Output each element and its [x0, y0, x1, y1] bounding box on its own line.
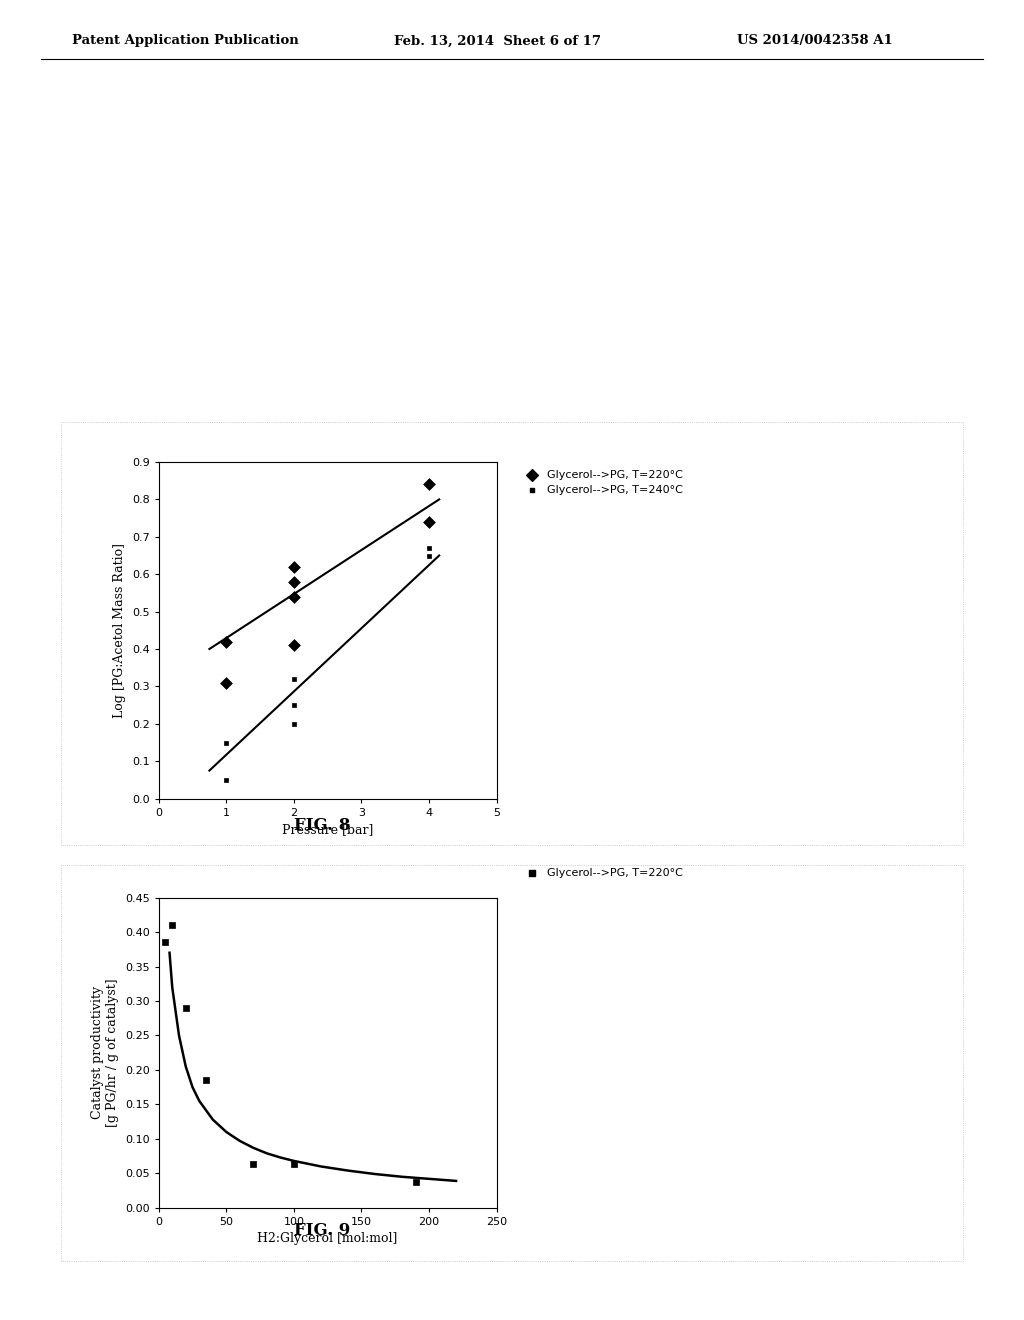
Point	[177, 998, 194, 1019]
Text: US 2014/0042358 A1: US 2014/0042358 A1	[737, 34, 893, 48]
Point	[286, 713, 302, 734]
Point	[286, 572, 302, 593]
Legend: Glycerol-->PG, T=220°C, Glycerol-->PG, T=240°C: Glycerol-->PG, T=220°C, Glycerol-->PG, T…	[519, 467, 685, 498]
Point	[158, 932, 174, 953]
Point	[286, 1154, 302, 1175]
Point	[286, 556, 302, 577]
Point	[198, 1069, 214, 1090]
Point	[245, 1154, 261, 1175]
Point	[286, 694, 302, 715]
Point	[421, 545, 437, 566]
Text: Patent Application Publication: Patent Application Publication	[72, 34, 298, 48]
X-axis label: H2:Glycerol [mol:mol]: H2:Glycerol [mol:mol]	[257, 1233, 398, 1245]
Text: FIG. 8: FIG. 8	[294, 817, 351, 833]
Point	[286, 635, 302, 656]
X-axis label: Pressure [bar]: Pressure [bar]	[282, 824, 374, 836]
Point	[421, 537, 437, 558]
Text: FIG. 9: FIG. 9	[295, 1222, 350, 1238]
Point	[408, 1171, 424, 1192]
Point	[421, 511, 437, 532]
Y-axis label: Catalyst productivity
[g PG/hr / g of catalyst]: Catalyst productivity [g PG/hr / g of ca…	[91, 978, 120, 1127]
Point	[218, 631, 234, 652]
Point	[286, 586, 302, 607]
Y-axis label: Log [PG:Acetol Mass Ratio]: Log [PG:Acetol Mass Ratio]	[114, 543, 126, 718]
Text: Feb. 13, 2014  Sheet 6 of 17: Feb. 13, 2014 Sheet 6 of 17	[394, 34, 601, 48]
Point	[286, 668, 302, 689]
Point	[164, 915, 180, 936]
Legend: Glycerol-->PG, T=220°C: Glycerol-->PG, T=220°C	[519, 866, 685, 880]
Point	[421, 474, 437, 495]
Point	[218, 672, 234, 693]
Point	[218, 731, 234, 752]
Point	[218, 770, 234, 791]
